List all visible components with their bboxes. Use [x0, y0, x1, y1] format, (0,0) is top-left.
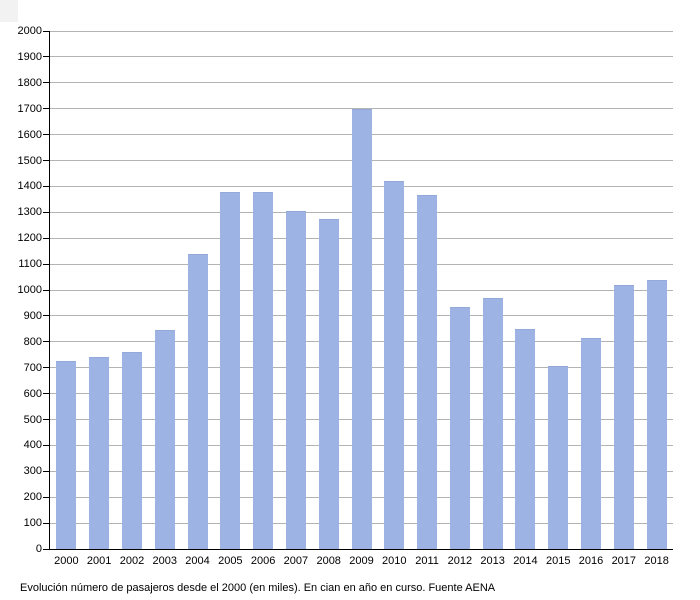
y-tick-label: 1400: [17, 180, 42, 193]
y-axis-tick: [43, 108, 49, 110]
bar-2005: [220, 191, 241, 549]
bar-2007: [285, 211, 306, 549]
x-tick-label: 2008: [316, 555, 341, 567]
y-axis-tick: [43, 56, 49, 58]
x-tick-label: 2002: [119, 555, 145, 567]
y-tick-label: 900: [23, 309, 42, 322]
corner-artifact: [0, 0, 18, 22]
bar-2004: [187, 253, 208, 549]
y-axis-tick: [43, 315, 49, 317]
x-tick-label: 2009: [349, 555, 374, 567]
bar-2000: [56, 360, 77, 549]
bar-2011: [417, 195, 438, 549]
gridline: [50, 108, 673, 110]
y-axis-tick: [43, 419, 49, 420]
y-axis-tick: [43, 82, 49, 84]
y-axis-tick: [43, 289, 49, 291]
x-tick-label: 2007: [283, 555, 309, 567]
x-tick-label: 2013: [480, 555, 505, 567]
x-tick-label: 2010: [382, 555, 407, 567]
y-tick-label: 1000: [17, 284, 42, 296]
x-tick-label: 2016: [578, 555, 604, 567]
bar-2016: [581, 337, 602, 549]
bar-2009: [351, 108, 372, 549]
y-tick-label: 500: [23, 413, 42, 426]
y-tick-label: 700: [23, 361, 42, 374]
y-tick-label: 1700: [17, 102, 42, 115]
y-axis-tick: [43, 160, 49, 161]
y-tick-label: 1800: [17, 76, 42, 89]
y-axis-tick: [43, 393, 49, 395]
y-tick-label: 1600: [17, 128, 42, 141]
x-tick-label: 2011: [415, 555, 439, 567]
bar-2017: [613, 284, 634, 549]
bar-2008: [318, 218, 339, 549]
y-axis-tick: [43, 548, 49, 550]
y-tick-label: 400: [23, 439, 42, 452]
y-axis-tick: [43, 444, 49, 446]
x-tick-label: 2000: [54, 555, 79, 567]
y-tick-label: 1500: [17, 154, 42, 167]
x-tick-label: 2005: [218, 555, 243, 567]
gridline: [50, 56, 673, 58]
gridline: [50, 82, 673, 84]
y-axis-tick: [43, 341, 49, 343]
x-tick-label: 2017: [611, 555, 637, 567]
y-tick-label: 1200: [17, 232, 42, 245]
bar-2010: [384, 181, 405, 549]
y-tick-label: 2000: [17, 25, 42, 37]
chart-caption: Evolución número de pasajeros desde el 2…: [20, 582, 496, 594]
x-tick-label: 2004: [185, 555, 210, 567]
bar-2001: [89, 357, 110, 549]
bar-2015: [548, 365, 569, 549]
y-tick-label: 200: [23, 491, 42, 504]
x-tick-label: 2015: [545, 555, 571, 567]
x-tick-label: 2001: [86, 555, 112, 567]
y-axis-tick: [43, 470, 49, 472]
x-tick-label: 2012: [447, 555, 473, 567]
y-tick-label: 0: [35, 543, 42, 555]
y-tick-label: 1900: [17, 50, 42, 63]
y-axis-tick: [43, 211, 49, 213]
x-tick-label: 2014: [513, 555, 538, 567]
bar-2013: [482, 297, 503, 549]
y-axis-tick: [43, 496, 49, 498]
y-axis-tick: [43, 522, 49, 524]
x-tick-label: 2018: [644, 555, 669, 567]
y-axis-tick: [43, 185, 49, 187]
x-tick-label: 2006: [250, 555, 276, 567]
y-tick-label: 800: [23, 335, 42, 348]
y-axis-tick: [43, 134, 49, 136]
bar-2006: [253, 191, 274, 549]
y-tick-label: 1300: [17, 206, 42, 219]
x-tick-label: 2003: [152, 555, 177, 567]
bar-2003: [154, 330, 175, 549]
gridline: [50, 30, 673, 32]
bar-2012: [449, 306, 470, 549]
y-tick-label: 600: [23, 387, 42, 400]
y-axis-tick: [43, 237, 49, 239]
y-tick-label: 100: [23, 517, 42, 530]
y-axis-tick: [43, 263, 49, 265]
bar-2002: [121, 352, 142, 549]
y-tick-label: 300: [23, 465, 42, 478]
bar-2018: [646, 280, 667, 549]
y-axis-tick: [43, 30, 49, 32]
y-tick-label: 1100: [18, 258, 42, 271]
plot-area: 0 100 200 300 400 500 600 700 800 900 1000 1100 1200…: [18, 25, 673, 567]
bar-2014: [515, 328, 536, 549]
y-axis-tick: [43, 367, 49, 369]
